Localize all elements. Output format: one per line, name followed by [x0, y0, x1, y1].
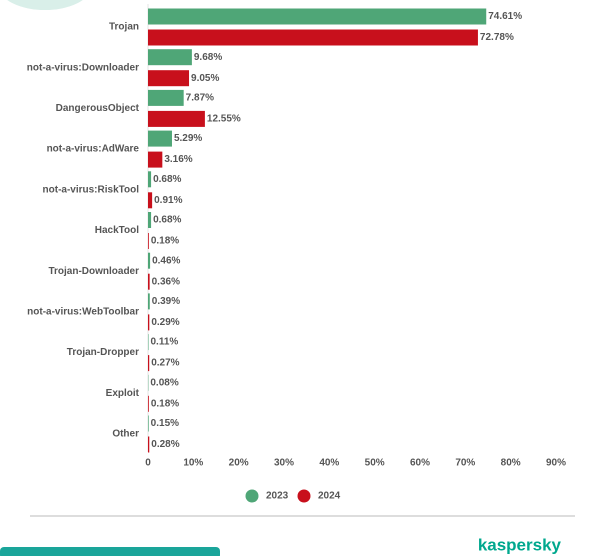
legend-swatch — [245, 489, 259, 503]
bar — [148, 293, 150, 310]
category-label: Trojan — [109, 22, 139, 33]
bar — [148, 70, 190, 87]
x-tick-label: 90% — [546, 458, 566, 469]
value-label: 0.18% — [151, 398, 179, 409]
value-label: 0.36% — [152, 276, 180, 287]
value-label: 12.55% — [207, 114, 241, 125]
category-label: Other — [112, 429, 139, 440]
value-label: 0.27% — [151, 358, 179, 369]
value-label: 74.61% — [488, 11, 522, 22]
value-label: 0.28% — [151, 439, 179, 450]
x-tick-label: 0 — [145, 458, 151, 469]
decoration-blob — [7, 0, 83, 10]
bar — [148, 233, 149, 249]
bar — [148, 110, 205, 127]
value-label: 9.05% — [191, 73, 219, 84]
brand-logo: kaspersky — [478, 535, 562, 554]
x-tick-label: 10% — [183, 458, 203, 469]
bar — [148, 89, 184, 106]
value-label: 0.46% — [152, 255, 180, 266]
x-tick-label: 70% — [455, 458, 475, 469]
value-label: 0.68% — [153, 174, 181, 185]
x-tick-label: 20% — [229, 458, 249, 469]
bar — [148, 151, 163, 168]
value-label: 72.78% — [480, 32, 514, 43]
bar — [148, 355, 150, 372]
bar — [148, 273, 150, 290]
category-label: not-a-virus:WebToolbar — [27, 307, 139, 318]
x-tick-label: 50% — [365, 458, 385, 469]
bar — [148, 192, 153, 209]
category-label: not-a-virus:Downloader — [27, 62, 139, 73]
value-label: 3.16% — [164, 154, 192, 165]
category-label: not-a-virus:AdWare — [47, 144, 140, 155]
value-label: 0.11% — [150, 337, 178, 348]
bar — [148, 314, 150, 331]
category-label: Exploit — [106, 388, 140, 399]
category-label: HackTool — [95, 225, 139, 236]
value-label: 0.29% — [151, 317, 179, 328]
value-label: 0.68% — [153, 215, 181, 226]
category-label: not-a-virus:RiskTool — [43, 184, 140, 195]
bar — [148, 8, 487, 25]
legend-swatch — [297, 489, 311, 503]
decoration-banner — [0, 547, 220, 556]
legend-label: 2023 — [266, 491, 289, 502]
value-label: 0.08% — [150, 377, 178, 388]
category-label: DangerousObject — [56, 103, 140, 114]
x-tick-label: 80% — [501, 458, 521, 469]
bar — [148, 252, 151, 269]
bar — [148, 130, 172, 147]
bar — [148, 171, 152, 188]
category-label: Trojan-Downloader — [48, 266, 139, 277]
value-label: 7.87% — [186, 93, 214, 104]
bar — [148, 29, 478, 46]
bar — [148, 436, 150, 453]
bar — [148, 49, 192, 66]
x-tick-label: 60% — [410, 458, 430, 469]
bar — [148, 395, 149, 412]
value-label: 9.68% — [194, 52, 222, 63]
value-label: 0.39% — [152, 296, 180, 307]
legend-label: 2024 — [318, 491, 341, 502]
value-label: 0.15% — [151, 418, 179, 429]
category-label: Trojan-Dropper — [67, 347, 139, 358]
value-label: 0.18% — [151, 236, 179, 247]
value-label: 5.29% — [174, 133, 202, 144]
bar — [148, 415, 149, 432]
bar — [148, 212, 152, 228]
value-label: 0.91% — [154, 195, 182, 206]
x-tick-label: 30% — [274, 458, 294, 469]
x-tick-label: 40% — [319, 458, 339, 469]
